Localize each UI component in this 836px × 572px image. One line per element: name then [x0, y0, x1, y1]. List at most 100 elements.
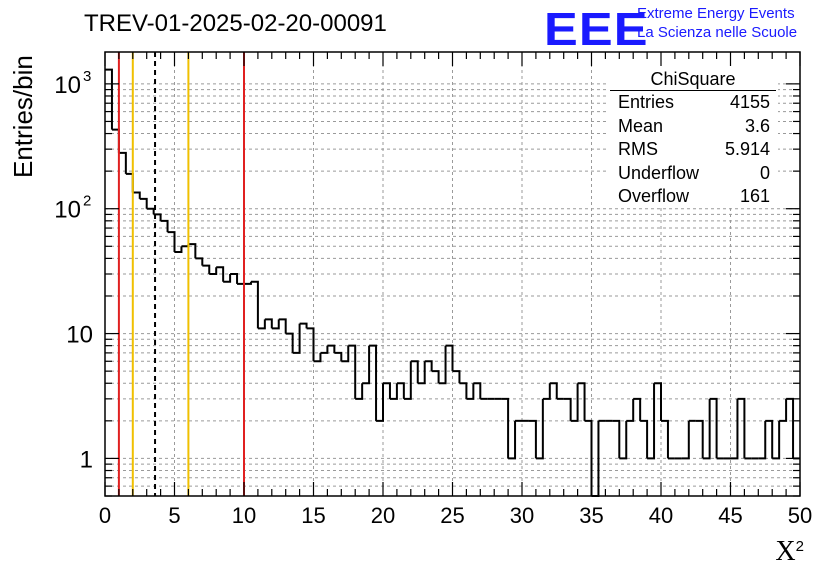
histogram-bin	[619, 420, 628, 460]
histogram-bin	[584, 419, 593, 496]
stats-box: ChiSquare Entries 4155 Mean 3.6 RMS 5.91…	[608, 66, 778, 206]
stats-value: 5.914	[724, 139, 770, 159]
histogram-bin	[786, 397, 795, 459]
histogram-bin	[695, 419, 704, 459]
stats-value: 161	[739, 186, 770, 206]
histogram-bin	[501, 397, 510, 459]
histogram-bin	[167, 231, 176, 253]
histogram-bin	[181, 244, 190, 248]
histogram-bin	[174, 246, 183, 254]
histogram-bin	[452, 370, 461, 384]
chart-title: TREV-01-2025-02-20-00091	[84, 10, 387, 37]
x-tick-label: 50	[788, 503, 812, 528]
histogram-bin	[160, 219, 169, 233]
x-tick-label: 15	[301, 503, 325, 528]
x-tick-label: 35	[579, 503, 603, 528]
y-tick-label: 10	[54, 72, 81, 99]
histogram-bin	[535, 398, 544, 460]
histogram-bin	[633, 397, 642, 421]
stats-label: Mean	[618, 115, 664, 136]
y-tick-label: 10	[66, 322, 93, 349]
histogram-bin	[612, 419, 621, 459]
stats-row-underflow: Underflow 0	[608, 162, 778, 186]
histogram-bin	[299, 322, 308, 329]
histogram-bin	[626, 398, 635, 422]
histogram-bin	[445, 344, 454, 372]
logo-line-2: La Scienza nelle Scuole	[637, 24, 798, 41]
histogram-bin	[118, 151, 127, 174]
x-axis-label-base: X	[775, 536, 796, 567]
eee-logo: EEE	[544, 3, 649, 55]
x-axis-label: X2	[775, 536, 804, 568]
histogram-bin	[223, 274, 232, 283]
y-tick-label-sup: 3	[83, 68, 91, 85]
histogram-bin	[362, 345, 371, 385]
histogram-bin	[528, 419, 537, 459]
histogram-bin	[410, 360, 419, 384]
histogram-bin	[661, 419, 669, 459]
histogram-bin	[188, 243, 197, 259]
histogram-bin	[341, 345, 350, 363]
y-axis-label: Entries/bin	[8, 55, 38, 178]
stats-row-overflow: Overflow 161	[608, 185, 778, 209]
histogram-bin	[542, 383, 551, 400]
x-tick-label: 30	[510, 503, 534, 528]
histogram-bin	[125, 172, 134, 193]
histogram-bin	[396, 382, 405, 399]
histogram-bin	[327, 344, 336, 353]
histogram-bin	[466, 383, 475, 400]
histogram-bin	[459, 382, 468, 399]
stats-row-rms: RMS 5.914	[608, 138, 778, 162]
histogram-bin	[334, 351, 343, 362]
histogram-bin	[389, 383, 398, 400]
histogram-bin	[250, 280, 259, 329]
histogram-bin	[271, 319, 280, 330]
histogram-bin	[431, 370, 440, 384]
histogram-bin	[383, 382, 391, 399]
grid-lines	[105, 52, 800, 497]
histogram-bin	[640, 419, 649, 459]
histogram-bin	[285, 332, 294, 353]
logo-line-1: Extreme Energy Events	[637, 5, 795, 22]
histogram-bin	[702, 398, 711, 460]
x-tick-label: 25	[440, 503, 464, 528]
stats-title: ChiSquare	[650, 69, 736, 89]
reference-lines	[117, 52, 245, 496]
histogram-bin	[473, 382, 482, 399]
stats-row-entries: Entries 4155	[608, 91, 778, 115]
stats-value: 0	[759, 162, 770, 183]
histogram-bin	[376, 383, 384, 422]
y-tick-label-sup: 2	[83, 193, 91, 210]
histogram-bin	[244, 281, 252, 285]
histogram-bin	[730, 398, 739, 460]
histogram-bin	[647, 383, 656, 460]
histogram-bin	[424, 360, 433, 372]
histogram-bin	[348, 344, 357, 399]
histogram-bin	[403, 361, 412, 400]
histogram-bin	[278, 318, 287, 334]
histogram-bin	[369, 344, 378, 421]
y-tick-label: 1	[80, 446, 93, 473]
stats-label: Underflow	[618, 162, 700, 183]
histogram-bin	[355, 383, 364, 400]
histogram-bin	[508, 420, 517, 460]
stats-label: Overflow	[618, 186, 690, 206]
stats-value: 3.6	[744, 115, 770, 136]
histogram-bin	[709, 397, 718, 459]
histogram-bin	[132, 191, 141, 199]
histogram-bin	[264, 318, 273, 329]
histogram-bin	[209, 267, 218, 275]
x-axis-label-sup: 2	[795, 538, 804, 555]
x-tick-label: 40	[649, 503, 673, 528]
histogram-bin	[779, 398, 788, 422]
histogram-bin	[257, 319, 266, 330]
stats-label: RMS	[618, 139, 658, 159]
stats-label: Entries	[618, 92, 675, 112]
histogram-bin	[577, 382, 586, 421]
x-tick-label: 0	[99, 503, 111, 528]
histogram-bin	[195, 257, 204, 266]
histogram-bin	[765, 419, 774, 459]
axis-ticks	[104, 52, 801, 497]
histogram-bin	[758, 420, 767, 460]
